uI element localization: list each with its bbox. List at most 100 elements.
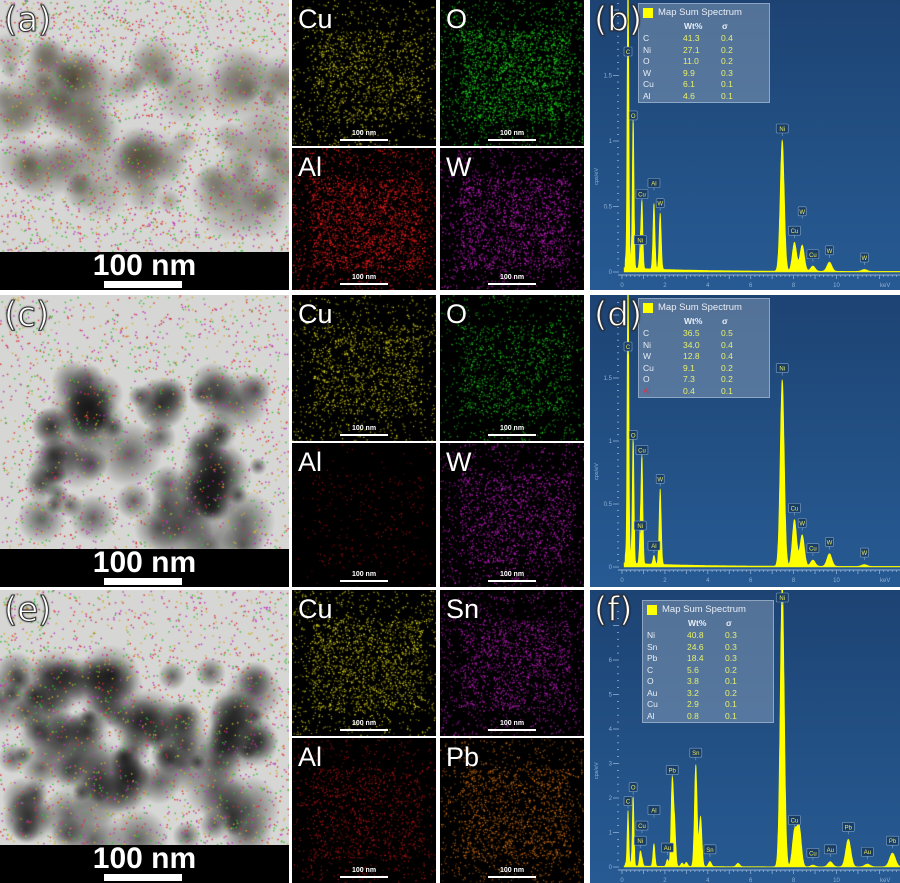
table-header: Wt% <box>683 314 721 328</box>
spectrum-legend: Map Sum SpectrumWt%σC36.50.5Ni34.00.4W12… <box>638 298 770 398</box>
map-scale-line <box>340 139 388 141</box>
sigma-cell: 0.1 <box>725 699 737 711</box>
legend-header: Map Sum Spectrum <box>639 299 769 314</box>
peak-label-text: Cu <box>638 448 646 454</box>
table-header: σ <box>721 19 733 33</box>
peak-label-text: C <box>626 800 631 806</box>
map-scale-line <box>488 729 536 731</box>
peak-label-text: Al <box>651 809 656 815</box>
y-axis-label: cps/eV <box>594 762 600 779</box>
peak-label-text: W <box>799 522 805 528</box>
legend-swatch <box>647 605 657 615</box>
peak-label-cu: Cu <box>636 821 648 833</box>
scale-bar-line <box>104 281 182 288</box>
map-scale-label: 100 nm <box>292 130 436 137</box>
map-element-label: Cu <box>298 299 333 329</box>
y-tick-label: 3 <box>609 762 613 768</box>
table-row: Al0.40.1 <box>643 386 733 398</box>
table-row: W12.80.4 <box>643 351 733 363</box>
sigma-cell: 0.1 <box>721 79 733 91</box>
peak-label-ni: Ni <box>634 521 646 533</box>
element-cell: Ni <box>643 45 683 57</box>
x-tick-label: 8 <box>792 578 796 584</box>
table-header: σ <box>725 616 737 630</box>
map-element-label: W <box>446 152 471 182</box>
peak-label-text: W <box>862 256 868 262</box>
y-tick-label: 1.5 <box>604 74 613 80</box>
table-row: C5.60.2 <box>647 665 737 677</box>
peak-label-text: W <box>657 202 663 208</box>
x-tick-label: 6 <box>749 878 753 883</box>
legend-title: Map Sum Spectrum <box>658 302 742 313</box>
sigma-cell: 0.3 <box>725 653 737 665</box>
y-axis-label: cps/eV <box>594 463 600 480</box>
peak-label-text: O <box>631 114 636 120</box>
panel-label: (e) <box>4 592 51 628</box>
y-tick-label: 0 <box>609 565 613 571</box>
wt-percent-cell: 41.3 <box>683 33 721 45</box>
peak-label-text: W <box>827 249 833 255</box>
peak-label-pb: Pb <box>886 836 898 848</box>
x-tick-label: 0 <box>620 578 624 584</box>
x-tick-label: 8 <box>792 283 796 289</box>
sigma-cell: 0.4 <box>721 351 733 363</box>
peak-label-cu: Cu <box>807 848 819 860</box>
element-cell: C <box>643 33 683 45</box>
peak-label-text: Cu <box>791 506 799 512</box>
scale-bar: 100 nm <box>0 845 289 883</box>
wt-percent-cell: 12.8 <box>683 351 721 363</box>
element-cell: O <box>643 374 683 386</box>
map-element-label: Al <box>298 152 322 182</box>
scale-bar-label: 100 nm <box>0 249 289 283</box>
peak-label-text: Sn <box>706 848 713 854</box>
legend-title: Map Sum Spectrum <box>658 7 742 18</box>
peak-label-au: Au <box>824 845 836 857</box>
peak-label-text: Pb <box>845 825 853 831</box>
y-tick-label: 0 <box>609 865 613 871</box>
peak-label-text: Cu <box>809 851 817 857</box>
map-scale-line <box>488 876 536 878</box>
map-scale-label: 100 nm <box>440 130 584 137</box>
table-header <box>643 314 683 328</box>
element-map-w: W100 nm <box>440 148 584 290</box>
wt-percent-cell: 27.1 <box>683 45 721 57</box>
element-map-o: O100 nm <box>440 295 584 441</box>
element-map-sn: Sn100 nm <box>440 590 584 736</box>
peak-label-sn: Sn <box>690 748 702 760</box>
x-tick-label: 0 <box>620 878 624 883</box>
peak-label-ni: Ni <box>776 593 788 605</box>
element-map-cu: Cu 100 nm <box>292 0 436 146</box>
y-tick-label: 6 <box>609 658 613 664</box>
tem-micrograph <box>0 0 289 290</box>
y-tick-label: 1 <box>609 139 613 145</box>
table-row: Cu6.10.1 <box>643 79 733 91</box>
sigma-cell: 0.2 <box>721 374 733 386</box>
x-tick-label: 2 <box>663 878 667 883</box>
wt-percent-cell: 3.2 <box>687 688 725 700</box>
y-axis-label: cps/eV <box>594 168 600 185</box>
table-row: O7.30.2 <box>643 374 733 386</box>
peak-label-text: Al <box>651 544 656 550</box>
y-tick-label: 4 <box>609 727 613 733</box>
element-cell: Cu <box>643 363 683 375</box>
map-element-label: Sn <box>446 594 479 624</box>
x-tick-label: 8 <box>792 878 796 883</box>
panel-label: (b) <box>594 2 642 38</box>
peak-label-al: Al <box>648 806 660 818</box>
wt-percent-cell: 9.9 <box>683 68 721 80</box>
map-scale-line <box>340 876 388 878</box>
peak-label-text: Cu <box>809 253 817 259</box>
peak-label-text: Ni <box>637 238 643 244</box>
element-cell: W <box>643 351 683 363</box>
x-tick-label: 4 <box>706 578 710 584</box>
map-element-label: Cu <box>298 4 333 34</box>
peak-label-c: C <box>624 47 632 59</box>
peak-label-text: W <box>799 210 805 216</box>
legend-swatch <box>643 8 653 18</box>
peak-label-text: W <box>827 540 833 546</box>
peak-label-w: W <box>860 548 868 560</box>
y-tick-label: 5 <box>609 693 613 699</box>
scale-bar-label: 100 nm <box>0 842 289 876</box>
x-tick-label: 2 <box>663 578 667 584</box>
panel-label: (d) <box>594 297 642 333</box>
